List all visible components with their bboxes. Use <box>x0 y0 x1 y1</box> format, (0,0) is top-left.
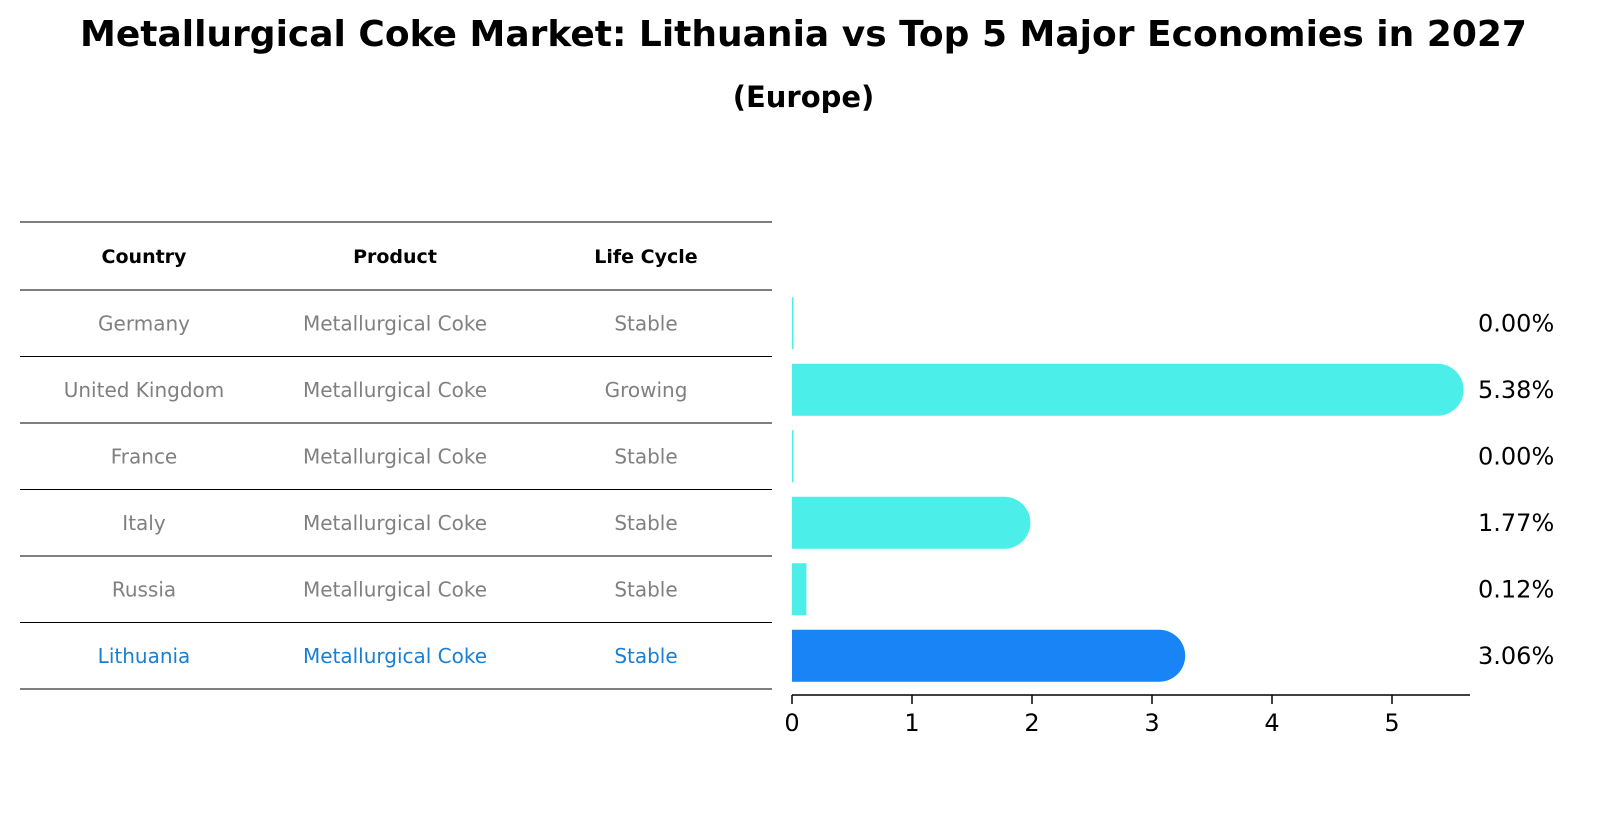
table-cell-country: Lithuania <box>98 644 191 668</box>
table-cell-product: Metallurgical Coke <box>303 444 487 468</box>
table-header-product: Product <box>353 246 437 268</box>
table-cell-country: Russia <box>112 577 176 601</box>
x-tick-label: 1 <box>904 709 919 737</box>
bar-value-label: 5.38% <box>1478 376 1554 404</box>
chart-title: Metallurgical Coke Market: Lithuania vs … <box>80 14 1527 55</box>
table-cell-life-cycle: Stable <box>614 444 677 468</box>
bar-italy <box>792 496 1031 549</box>
bar-lithuania <box>792 629 1186 682</box>
bar-france <box>792 430 794 483</box>
table-cell-product: Metallurgical Coke <box>303 577 487 601</box>
table-cell-life-cycle: Stable <box>614 311 677 335</box>
table-cell-product: Metallurgical Coke <box>303 378 487 402</box>
chart-subtitle: (Europe) <box>732 80 875 114</box>
bar-russia <box>792 563 807 616</box>
table-cell-life-cycle: Growing <box>605 378 688 402</box>
x-tick-label: 5 <box>1384 709 1399 737</box>
table-cell-life-cycle: Stable <box>614 577 677 601</box>
table-cell-country: United Kingdom <box>64 378 225 402</box>
bar-value-label: 0.00% <box>1478 442 1554 470</box>
table-cell-product: Metallurgical Coke <box>303 511 487 535</box>
x-tick-label: 0 <box>784 709 799 737</box>
table-cell-life-cycle: Stable <box>614 511 677 535</box>
table-header-life-cycle: Life Cycle <box>594 246 697 268</box>
bar-united-kingdom <box>792 363 1464 416</box>
bar-value-label: 3.06% <box>1478 642 1554 670</box>
bar-value-label: 0.00% <box>1478 309 1554 337</box>
table-cell-country: France <box>111 444 178 468</box>
table-cell-product: Metallurgical Coke <box>303 644 487 668</box>
table-cell-country: Germany <box>98 311 190 335</box>
bar-germany <box>792 297 794 350</box>
x-tick-label: 3 <box>1144 709 1159 737</box>
table-cell-life-cycle: Stable <box>614 644 677 668</box>
bar-value-label: 1.77% <box>1478 509 1554 537</box>
x-tick-label: 2 <box>1024 709 1039 737</box>
table-cell-product: Metallurgical Coke <box>303 311 487 335</box>
x-tick-label: 4 <box>1264 709 1279 737</box>
table-header-country: Country <box>102 246 188 268</box>
table-cell-country: Italy <box>122 511 166 535</box>
bar-value-label: 0.12% <box>1478 575 1554 603</box>
